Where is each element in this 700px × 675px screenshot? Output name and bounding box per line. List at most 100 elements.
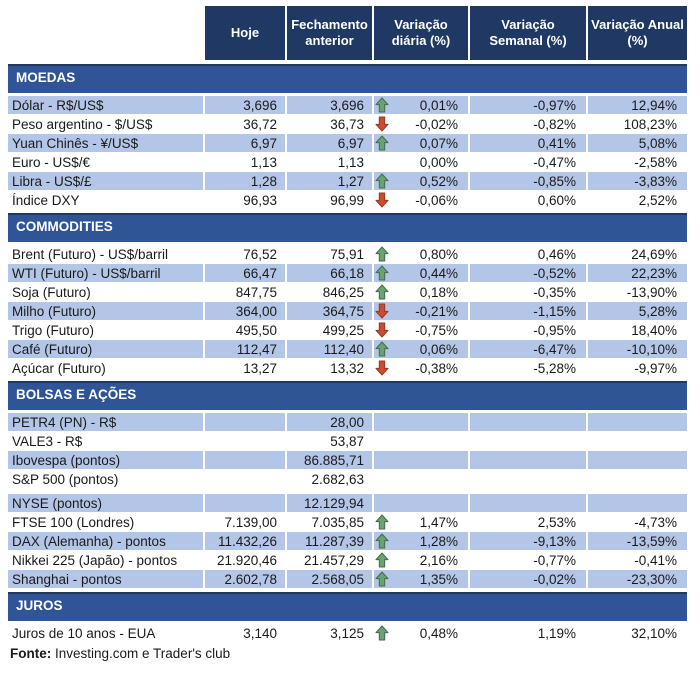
- cell-fechamento-anterior: 364,75: [287, 302, 372, 320]
- cell-fechamento-anterior: 499,25: [322, 322, 364, 338]
- arrow-down-icon: [374, 191, 390, 209]
- cell-variacao-semanal: [470, 432, 586, 450]
- arrow-up-icon: [374, 264, 390, 282]
- cell-fechamento-anterior: 21.457,29: [303, 552, 364, 568]
- cell-hoje: [205, 451, 285, 469]
- daily-change-value: 0,06%: [419, 341, 458, 357]
- daily-change-value: 1,47%: [419, 514, 458, 530]
- cell-fechamento-anterior: 28,00: [287, 413, 372, 431]
- cell-hoje: 1,13: [250, 154, 277, 170]
- cell-fechamento-anterior: 7.035,85: [311, 514, 364, 530]
- cell-variacao-semanal: [470, 413, 586, 431]
- daily-change-value: 0,00%: [419, 154, 458, 170]
- cell-variacao-semanal: 0,41%: [470, 134, 586, 152]
- column-header-hoje: Hoje: [205, 6, 285, 60]
- table-row-ftse-100-londres: FTSE 100 (Londres) 7.139,00 7.035,85 1,47% 2…: [8, 513, 687, 531]
- cell-label: Yuan Chinês - ¥/US$: [8, 134, 203, 152]
- cell-label: DAX (Alemanha) - pontos: [8, 532, 203, 550]
- cell-fechamento-anterior: 1,27: [287, 172, 372, 190]
- cell-variacao-semanal: -9,13%: [470, 532, 586, 550]
- cell-hoje: 21.920,46: [216, 552, 277, 568]
- cell-fechamento-anterior: 96,99: [330, 192, 364, 208]
- cell-fechamento-anterior: 75,91: [330, 246, 364, 262]
- arrow-up-icon: [374, 340, 390, 358]
- arrow-up-icon: [374, 513, 390, 531]
- column-header-row: Hoje Fechamento anterior Variação diária (…: [8, 6, 687, 60]
- cell-label: WTI (Futuro) - US$/barril: [8, 264, 203, 282]
- cell-variacao-semanal: -0,02%: [470, 570, 586, 588]
- cell-variacao-diaria: 0,80%: [374, 245, 468, 263]
- column-header-fechamento-anterior: Fechamento anterior: [287, 6, 372, 60]
- cell-fechamento-anterior: 12.129,94: [287, 494, 372, 512]
- cell-variacao-diaria: 0,01%: [374, 96, 468, 114]
- table-row-petr4-pn-r: PETR4 (PN) - R$ 28,00: [8, 413, 687, 431]
- cell-variacao-anual: -4,73%: [634, 514, 677, 530]
- cell-fechamento-anterior: 3,125: [330, 625, 364, 641]
- cell-label: Nikkei 225 (Japão) - pontos: [12, 552, 178, 568]
- cell-variacao-diaria: -0,06%: [374, 191, 468, 209]
- cell-variacao-diaria: 0,06%: [374, 340, 468, 358]
- source-text: Investing.com e Trader's club: [51, 646, 231, 661]
- daily-change-value: -0,02%: [415, 116, 458, 132]
- daily-change-value: 1,28%: [419, 533, 458, 549]
- arrow-down-icon: [374, 302, 390, 320]
- daily-change-value: 0,07%: [419, 135, 458, 151]
- table-row-s-p-500-pontos: S&P 500 (pontos) 2.682,63: [8, 470, 687, 488]
- cell-variacao-diaria: 1,28%: [374, 532, 468, 550]
- cell-label: Brent (Futuro) - US$/barril: [12, 246, 169, 262]
- cell-variacao-anual: -10,10%: [588, 340, 687, 358]
- cell-label: Peso argentino - $/US$: [12, 116, 153, 132]
- table-row-shanghai-pontos: Shanghai - pontos 2.602,78 2.568,05 1,35% -0…: [8, 570, 687, 588]
- cell-variacao-anual: [588, 494, 687, 512]
- cell-hoje: 96,93: [243, 192, 277, 208]
- cell-variacao-anual: -3,83%: [588, 172, 687, 190]
- cell-hoje: 11.432,26: [205, 532, 285, 550]
- table-row-milho-futuro: Milho (Futuro) 364,00 364,75 -0,21% -1,15% 5,…: [8, 302, 687, 320]
- table-row-vale3-r: VALE3 - R$ 53,87: [8, 432, 687, 450]
- table-row-peso-argentino-us: Peso argentino - $/US$ 36,72 36,73 -0,02% -0…: [8, 115, 687, 133]
- cell-variacao-diaria: [374, 413, 468, 431]
- cell-variacao-anual: 24,69%: [631, 246, 677, 262]
- cell-variacao-diaria: 0,00%: [374, 153, 468, 171]
- cell-hoje: 3,696: [205, 96, 285, 114]
- table-row-acucar-futuro: Açúcar (Futuro) 13,27 13,32 -0,38% -5,28% -9,…: [8, 359, 687, 377]
- cell-label: Ibovespa (pontos): [8, 451, 203, 469]
- cell-variacao-diaria: [374, 432, 468, 450]
- arrow-up-icon: [374, 134, 390, 152]
- arrow-up-icon: [374, 245, 390, 263]
- arrow-down-icon: [374, 321, 390, 339]
- cell-fechamento-anterior: 6,97: [287, 134, 372, 152]
- daily-change-value: 0,52%: [419, 173, 458, 189]
- cell-label: NYSE (pontos): [8, 494, 203, 512]
- cell-hoje: 495,50: [235, 322, 277, 338]
- section-header-moedas: MOEDAS: [8, 64, 687, 93]
- cell-label: Milho (Futuro): [8, 302, 203, 320]
- cell-variacao-diaria: 0,18%: [374, 283, 468, 301]
- cell-variacao-semanal: 0,60%: [537, 192, 576, 208]
- cell-variacao-semanal: -5,28%: [533, 360, 576, 376]
- table-row-cafe-futuro: Café (Futuro) 112,47 112,40 0,06% -6,47% -10,…: [8, 340, 687, 358]
- cell-variacao-anual: 108,23%: [623, 116, 677, 132]
- cell-hoje: [205, 470, 285, 488]
- cell-variacao-anual: -2,58%: [634, 154, 677, 170]
- cell-variacao-anual: 18,40%: [631, 322, 677, 338]
- cell-hoje: [205, 494, 285, 512]
- table-row-nikkei-225-japao-pontos: Nikkei 225 (Japão) - pontos 21.920,46 21.4…: [8, 551, 687, 569]
- cell-hoje: 3,140: [243, 625, 277, 641]
- daily-change-value: 0,18%: [419, 284, 458, 300]
- cell-label: Libra - US$/£: [8, 172, 203, 190]
- cell-variacao-diaria: -0,21%: [374, 302, 468, 320]
- cell-label: Trigo (Futuro): [12, 322, 95, 338]
- cell-variacao-diaria: [374, 451, 468, 469]
- daily-change-value: 0,01%: [419, 97, 458, 113]
- section-header-bolsas-e-acoes: BOLSAS E AÇÕES: [8, 381, 687, 410]
- table-row-dolar-r-us: Dólar - R$/US$ 3,696 3,696 0,01% -0,97% 12,94…: [8, 96, 687, 114]
- cell-label: S&P 500 (pontos): [12, 471, 119, 487]
- cell-variacao-semanal: -0,85%: [470, 172, 586, 190]
- table-row-euro-us: Euro - US$/€ 1,13 1,13 0,00% -0,47% -2,58%: [8, 153, 687, 171]
- cell-label: Shanghai - pontos: [8, 570, 203, 588]
- cell-hoje: [205, 432, 285, 450]
- cell-variacao-semanal: -6,47%: [470, 340, 586, 358]
- daily-change-value: 1,35%: [419, 571, 458, 587]
- cell-variacao-anual: -23,30%: [588, 570, 687, 588]
